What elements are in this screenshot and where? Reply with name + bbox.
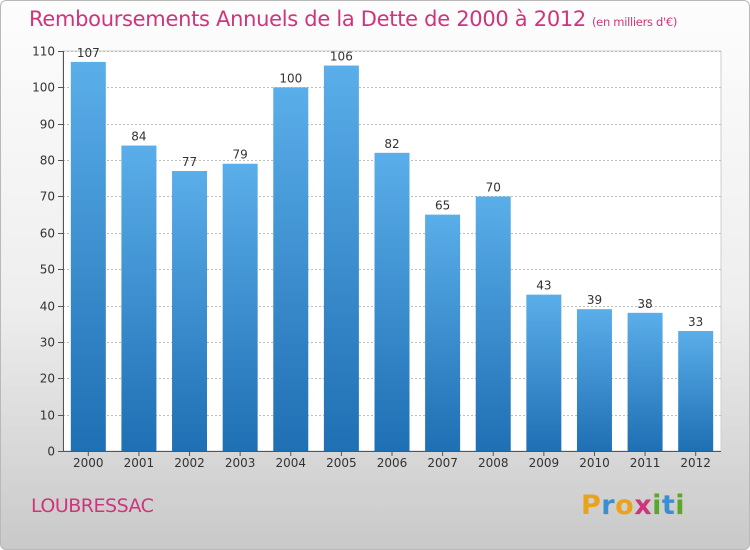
chart-title: Remboursements Annuels de la Dette de 20… [29,7,677,31]
y-tick-label: 100 [32,81,55,95]
x-tick-label: 2006 [377,456,408,470]
bar [425,214,461,451]
logo-letter: i [652,490,662,521]
data-label: 38 [637,297,652,311]
data-label: 84 [131,130,146,144]
bar [678,331,714,451]
logo-letter: P [581,490,602,521]
bar [475,196,511,451]
y-tick-label: 50 [40,263,55,277]
bar [172,171,208,451]
x-tick-label: 2005 [326,456,357,470]
data-label: 70 [486,180,501,194]
x-tick-label: 2010 [579,456,610,470]
bar [273,87,309,451]
x-tick-label: 2008 [478,456,509,470]
x-tick-label: 2002 [174,456,205,470]
data-label: 39 [587,293,602,307]
data-label: 33 [688,315,703,329]
logo-letter: o [615,490,635,521]
bar [627,312,663,451]
y-tick-label: 30 [40,336,55,350]
logo-letter: r [601,490,616,521]
y-tick-label: 10 [40,409,55,423]
x-tick-label: 2011 [630,456,661,470]
data-label: 79 [233,148,248,162]
x-tick-label: 2007 [427,456,458,470]
y-tick-label: 90 [40,118,55,132]
data-label: 82 [384,137,399,151]
data-label: 43 [536,279,551,293]
y-tick-label: 0 [47,445,55,459]
chart-subtitle: (en milliers d'€) [592,15,678,29]
proxiti-logo: Proxiti [581,490,685,521]
bar [526,294,562,451]
x-tick-label: 2003 [225,456,256,470]
bar [323,65,359,451]
x-tick-label: 2012 [680,456,711,470]
y-tick-label: 20 [40,372,55,386]
data-label: 65 [435,199,450,213]
y-tick-label: 110 [32,45,55,59]
y-tick-label: 40 [40,300,55,314]
y-tick-label: 80 [40,154,55,168]
bar [70,61,106,452]
x-tick-label: 2000 [73,456,104,470]
data-label: 100 [279,71,302,85]
y-tick-label: 60 [40,227,55,241]
chart-title-text: Remboursements Annuels de la Dette de 20… [29,7,586,31]
logo-letter: t [661,490,676,521]
data-label: 77 [182,155,197,169]
commune-name: LOUBRESSAC [31,495,154,517]
bar [121,145,157,451]
data-label: 106 [330,50,353,64]
bar [374,152,410,451]
x-tick-label: 2004 [275,456,306,470]
y-tick-label: 70 [40,190,55,204]
x-tick-label: 2009 [529,456,560,470]
bar [222,163,258,451]
logo-letter: i [675,490,686,521]
logo-letter: x [634,490,653,521]
data-label: 107 [77,46,100,60]
bar [576,309,612,451]
x-tick-label: 2001 [124,456,155,470]
